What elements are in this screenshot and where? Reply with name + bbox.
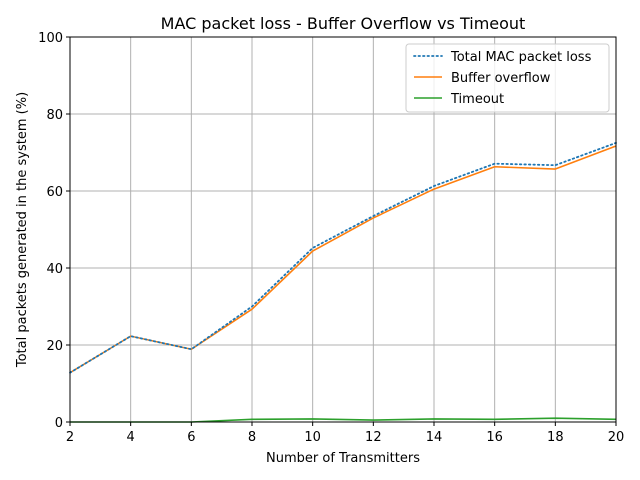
y-tick-label: 60	[46, 185, 63, 200]
legend: Total MAC packet loss Buffer overflow Time…	[405, 43, 610, 113]
x-tick-label: 12	[365, 430, 382, 445]
y-ticks: 0 20 40 60 80 100	[38, 31, 70, 431]
legend-box	[405, 43, 610, 113]
x-ticks: 2 4 6 8 10 12 14 16 18 20	[66, 422, 624, 445]
y-tick-label: 100	[38, 31, 63, 46]
legend-label-1: Total MAC packet loss	[450, 50, 592, 65]
series-line-1	[69, 141, 617, 374]
series-line-2	[69, 145, 617, 374]
x-tick-label: 18	[547, 430, 564, 445]
plot-frame	[69, 36, 617, 423]
legend-label-2: Buffer overflow	[451, 71, 551, 86]
chart-title: MAC packet loss - Buffer Overflow vs Tim…	[161, 14, 526, 33]
y-axis-label: Total packets generated in the system (%…	[15, 92, 30, 368]
x-tick-label: 20	[608, 430, 625, 445]
x-tick-label: 10	[304, 430, 321, 445]
x-axis-label: Number of Transmitters	[266, 451, 420, 466]
x-tick-label: 8	[248, 430, 256, 445]
x-tick-label: 2	[66, 430, 74, 445]
x-tick-label: 6	[187, 430, 195, 445]
y-tick-label: 40	[46, 262, 63, 277]
x-tick-label: 14	[426, 430, 443, 445]
legend-label-3: Timeout	[450, 92, 504, 107]
series-line-3	[70, 417, 617, 423]
x-tick-label: 16	[486, 430, 503, 445]
y-tick-label: 20	[46, 339, 63, 354]
y-tick-label: 0	[55, 416, 63, 431]
series-lines	[69, 141, 617, 423]
y-tick-label: 80	[46, 108, 63, 123]
x-tick-label: 4	[127, 430, 135, 445]
